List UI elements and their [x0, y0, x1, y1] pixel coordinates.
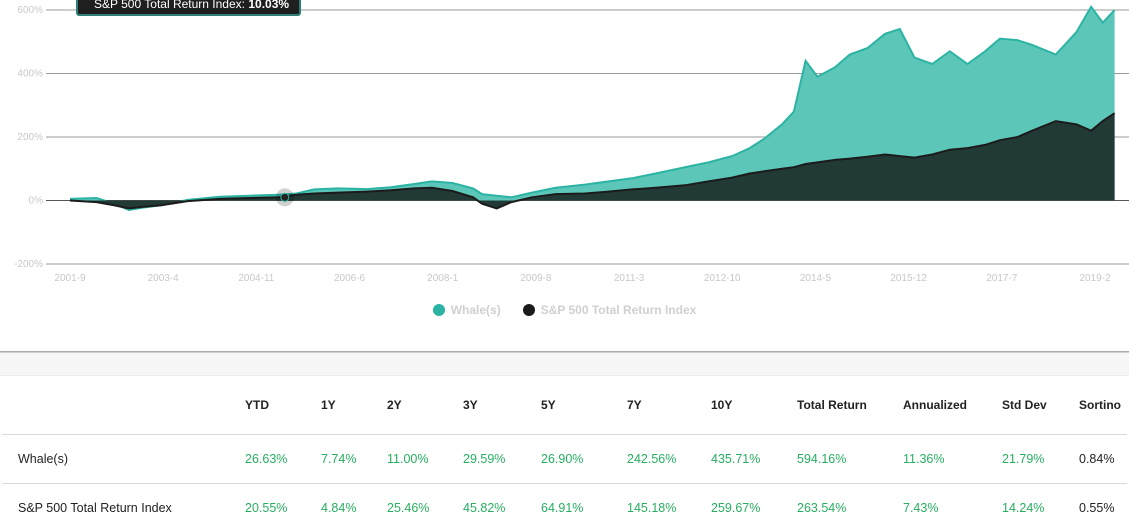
- header-cell[interactable]: 7Y: [627, 398, 642, 412]
- header-cell[interactable]: Total Return: [797, 398, 867, 412]
- table-cell: 0.84%: [1079, 434, 1127, 484]
- header-cell[interactable]: 3Y: [463, 398, 478, 412]
- legend-dot-icon: [432, 304, 445, 316]
- chart-tooltip: S&P 500 Total Return Index: 10.03%: [76, 0, 302, 16]
- y-tick-label: -200%: [14, 259, 43, 270]
- table-cell: 11.36%: [903, 434, 1002, 484]
- table-cell: 594.16%: [797, 434, 903, 484]
- header-cell[interactable]: 2Y: [387, 398, 402, 412]
- x-tick-label: 2004-11: [238, 273, 274, 284]
- tooltip-label: S&P 500 Total Return Index:: [94, 0, 245, 11]
- table-cell: 26.90%: [541, 434, 627, 484]
- table-cell: 29.59%: [463, 434, 541, 484]
- x-tick-label: 2009-8: [520, 273, 552, 284]
- x-tick-label: 2001-9: [54, 273, 86, 284]
- header-cell[interactable]: Annualized: [903, 398, 968, 412]
- table-cell: 145.18%: [627, 483, 711, 532]
- table-top-band: [0, 353, 1129, 376]
- row-name: Whale(s): [2, 434, 245, 484]
- table-cell: 259.67%: [711, 483, 797, 532]
- table-cell: 11.00%: [387, 434, 463, 484]
- table-cell: 14.24%: [1002, 483, 1079, 532]
- table-cell: 64.91%: [541, 483, 627, 532]
- legend-label: Whale(s): [450, 303, 501, 317]
- table-cell: 4.84%: [321, 483, 387, 532]
- header-cell[interactable]: Std Dev: [1002, 398, 1047, 412]
- x-tick-label: 2003-4: [148, 273, 180, 284]
- performance-table: YTD 1Y 2Y 3Y 5Y 7Y 10Y Total Return Annu…: [2, 376, 1127, 532]
- table-cell: 263.54%: [797, 483, 903, 532]
- table-row: S&P 500 Total Return Index 20.55% 4.84% …: [2, 483, 1127, 532]
- performance-chart[interactable]: 600% 400% 200% 0% -200% 2001-9 2003-4 2004-11 20…: [0, 0, 1129, 300]
- table-cell: 0.55%: [1079, 483, 1127, 532]
- x-tick-label: 2008-1: [427, 273, 459, 284]
- tooltip-value: 10.03%: [248, 0, 290, 11]
- header-cell: [2, 376, 245, 435]
- table-row: Whale(s) 26.63% 7.74% 11.00% 29.59% 26.9…: [2, 434, 1127, 484]
- header-cell[interactable]: 10Y: [711, 398, 733, 412]
- table-header-row: YTD 1Y 2Y 3Y 5Y 7Y 10Y Total Return Annu…: [2, 376, 1127, 435]
- header-cell[interactable]: Sortino: [1079, 398, 1121, 412]
- table-cell: 25.46%: [387, 483, 463, 532]
- x-tick-label: 2019-2: [1079, 273, 1111, 284]
- legend-label: S&P 500 Total Return Index: [540, 303, 697, 317]
- y-tick-label: 200%: [17, 132, 43, 143]
- header-cell[interactable]: 1Y: [321, 398, 336, 412]
- x-tick-label: 2017-7: [986, 273, 1018, 284]
- sp500-series-area: [70, 113, 1115, 209]
- table-cell: 7.43%: [903, 483, 1002, 532]
- hover-marker: [280, 192, 290, 202]
- sp500-series-line: [69, 112, 1116, 210]
- table-cell: 242.56%: [627, 434, 711, 484]
- y-tick-label: 600%: [17, 5, 43, 16]
- chart-legend: Whale(s) S&P 500 Total Return Index: [0, 301, 1129, 319]
- legend-item-whales[interactable]: Whale(s): [432, 303, 501, 317]
- x-tick-label: 2015-12: [890, 273, 927, 284]
- x-tick-label: 2011-3: [614, 273, 645, 284]
- x-tick-label: 2006-6: [334, 273, 366, 284]
- table-cell: 21.79%: [1002, 434, 1079, 484]
- whales-series-line: [69, 4, 1116, 212]
- row-name: S&P 500 Total Return Index: [2, 483, 245, 532]
- x-tick-label: 2012-10: [704, 273, 741, 284]
- table-cell: 26.63%: [245, 434, 321, 484]
- legend-item-sp500[interactable]: S&P 500 Total Return Index: [522, 303, 697, 317]
- legend-dot-icon: [522, 304, 535, 316]
- x-tick-label: 2014-5: [800, 273, 832, 284]
- y-tick-label: 400%: [17, 69, 43, 80]
- table-cell: 20.55%: [245, 483, 321, 532]
- header-cell[interactable]: 5Y: [541, 398, 556, 412]
- y-tick-label: 0%: [29, 196, 44, 207]
- chart-area: 600% 400% 200% 0% -200% 2001-9 2003-4 2004-11 20…: [0, 0, 1129, 319]
- header-cell[interactable]: YTD: [245, 398, 269, 412]
- table-cell: 7.74%: [321, 434, 387, 484]
- table-cell: 45.82%: [463, 483, 541, 532]
- table-cell: 435.71%: [711, 434, 797, 484]
- section-divider: [0, 351, 1129, 353]
